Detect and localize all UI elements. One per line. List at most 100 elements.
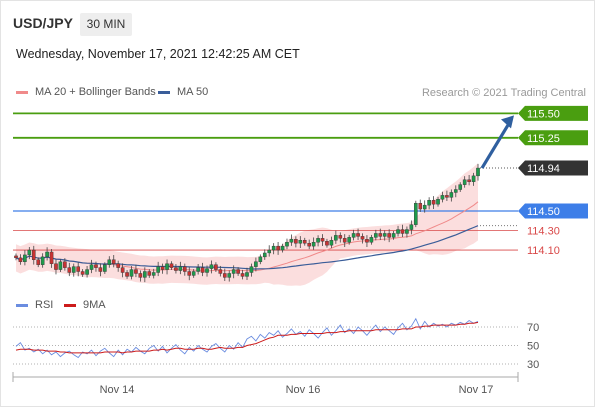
candle-body xyxy=(103,264,107,272)
candle-body xyxy=(58,261,63,270)
candle-body xyxy=(409,224,414,230)
candle-body xyxy=(218,269,223,274)
candle-body xyxy=(71,266,76,273)
candle-body xyxy=(31,249,36,260)
forecast-arrow-head xyxy=(501,115,514,129)
candle-body xyxy=(245,272,249,277)
candle-body xyxy=(54,263,58,270)
timeframe-badge[interactable]: 30 MIN xyxy=(80,13,132,36)
level-label-114.10: 114.10 xyxy=(527,245,560,257)
candle-body xyxy=(138,273,143,278)
candle-body xyxy=(436,199,440,205)
9ma-swatch xyxy=(64,303,76,307)
candle-body xyxy=(107,259,112,265)
level-label-115.50: 115.50 xyxy=(527,108,560,120)
candle-body xyxy=(476,167,480,177)
x-tick-label: Nov 17 xyxy=(459,384,494,396)
candle-body xyxy=(116,263,120,268)
candle-body xyxy=(236,269,240,274)
candle-body xyxy=(431,200,436,205)
candle-body xyxy=(289,239,294,243)
current-price-label: 114.94 xyxy=(527,163,560,175)
candle-body xyxy=(298,240,303,244)
ma20-legend-label: MA 20 + Bollinger Bands xyxy=(35,86,156,98)
rsi-tick-50: 50 xyxy=(527,341,539,353)
candle-body xyxy=(467,179,471,182)
legend-ma50: MA 50 xyxy=(158,86,208,98)
candle-body xyxy=(396,229,400,234)
candle-body xyxy=(302,240,307,244)
chart-datetime: Wednesday, November 17, 2021 12:42:25 AM… xyxy=(16,47,300,61)
candle-body xyxy=(151,272,156,276)
candle-body xyxy=(365,239,369,243)
candle-body xyxy=(178,266,183,271)
current-price-tag xyxy=(518,160,588,176)
level-label-114.50: 114.50 xyxy=(527,206,560,218)
candle-body xyxy=(49,251,54,264)
candle-body xyxy=(351,233,356,238)
candle-body xyxy=(14,255,18,259)
candle-body xyxy=(320,238,325,242)
candle-body xyxy=(174,267,178,271)
legend-9ma: 9MA xyxy=(64,299,106,311)
candle-body xyxy=(440,195,445,200)
candle-body xyxy=(80,271,85,275)
candle-body xyxy=(214,264,218,270)
candle-body xyxy=(262,252,267,258)
symbol-label: USD/JPY xyxy=(13,15,73,31)
candle-body xyxy=(471,175,476,182)
candle-body xyxy=(422,204,427,210)
candle-body xyxy=(316,238,320,243)
rsi-tick-70: 70 xyxy=(527,322,539,334)
candle-body xyxy=(134,269,138,274)
candle-body xyxy=(418,202,423,210)
candle-body xyxy=(338,235,343,239)
level-tag-115.25 xyxy=(518,130,588,146)
candle-body xyxy=(249,266,254,273)
candle-body xyxy=(191,271,196,276)
candle-body xyxy=(462,179,467,185)
candle-body xyxy=(40,256,45,265)
candle-body xyxy=(458,184,463,190)
candle-body xyxy=(98,267,103,272)
legend-rsi: RSI xyxy=(16,299,53,311)
candle-body xyxy=(360,236,365,240)
candle-body xyxy=(196,267,200,272)
candle-body xyxy=(356,233,360,237)
candle-body xyxy=(63,261,67,268)
candle-body xyxy=(89,264,94,270)
candle-body xyxy=(405,229,409,234)
candle-body xyxy=(311,242,316,247)
forecast-arrow-shaft xyxy=(480,122,511,169)
candle-body xyxy=(125,272,129,277)
rsi-line xyxy=(15,317,479,359)
candle-body xyxy=(160,266,165,270)
x-tick-label: Nov 16 xyxy=(286,384,321,396)
rsi-swatch xyxy=(16,303,28,307)
candle-body xyxy=(85,269,89,275)
candle-body xyxy=(427,200,431,206)
candle-body xyxy=(147,271,152,276)
x-tick-label: Nov 14 xyxy=(100,384,135,396)
candle-body xyxy=(111,259,116,264)
candle-body xyxy=(120,267,125,273)
candle-body xyxy=(374,233,378,238)
candle-body xyxy=(200,267,205,273)
candle-body xyxy=(449,192,454,198)
level-tag-115.50 xyxy=(518,105,588,121)
candle-body xyxy=(307,243,311,247)
candle-body xyxy=(258,256,263,262)
ma50-swatch xyxy=(158,90,170,94)
rsi-legend-label: RSI xyxy=(35,299,54,311)
ma50-legend-label: MA 50 xyxy=(177,86,209,98)
candle-body xyxy=(94,264,98,268)
legend-ma20: MA 20 + Bollinger Bands xyxy=(16,86,156,98)
candle-body xyxy=(143,271,147,278)
candle-body xyxy=(400,229,405,234)
candle-body xyxy=(369,237,374,243)
candle-body xyxy=(227,273,232,278)
candle-body xyxy=(156,266,160,273)
rsi-tick-30: 30 xyxy=(527,359,539,371)
candle-body xyxy=(205,268,209,273)
